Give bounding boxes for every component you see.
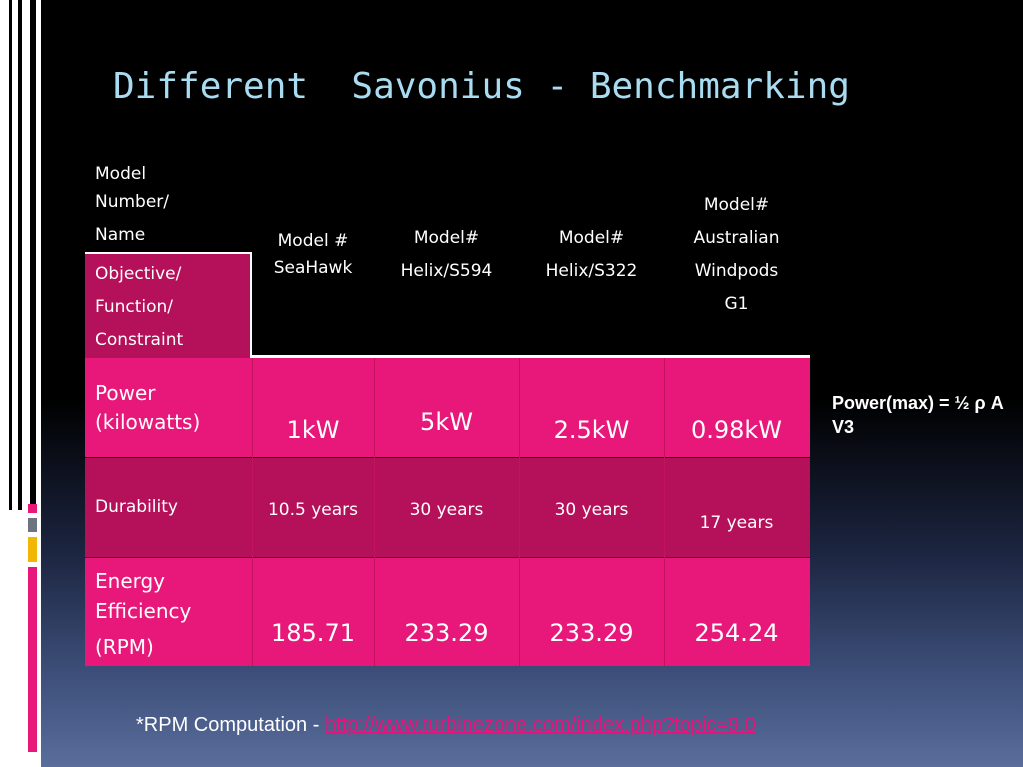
- row-label-line: (kilowatts): [95, 410, 201, 434]
- row-label-durability: Durability: [95, 497, 178, 517]
- column-header-windpods-g1: Model# Australian Windpods G1: [665, 189, 808, 321]
- corner-header-line: Model: [95, 164, 147, 184]
- decor-stripe: [18, 0, 22, 510]
- decor-stripe: [30, 0, 36, 510]
- column-header-helix-s322: Model# Helix/S322: [520, 222, 663, 288]
- column-header-line: Helix/S322: [545, 261, 638, 281]
- column-header-line: Australian: [693, 228, 780, 248]
- left-decor-strip: [0, 0, 41, 767]
- page-title: Different Savonius - Benchmarking: [113, 66, 850, 107]
- table-cell: 17 years: [699, 513, 774, 533]
- table-cell: 233.29: [549, 619, 634, 647]
- column-header-line: Model#: [413, 228, 480, 248]
- column-header-line: Model #: [277, 231, 349, 251]
- table-cell: 254.24: [694, 619, 779, 647]
- decor-accent-red: [28, 504, 37, 513]
- table-cell: 0.98kW: [690, 416, 783, 444]
- table-cell: 185.71: [271, 619, 355, 647]
- row-label-line: Energy: [95, 569, 166, 593]
- row-label-line: (RPM): [95, 635, 154, 659]
- table-cell: 10.5 years: [267, 500, 359, 520]
- row-label-power: Power (kilowatts): [95, 379, 245, 437]
- column-divider: [519, 358, 520, 666]
- row-label-energy-efficiency: Energy Efficiency (RPM): [95, 566, 245, 662]
- column-header-seahawk: Model # SeaHawk: [253, 228, 373, 282]
- corner-header-line: Name: [95, 225, 146, 245]
- table-cell: 5kW: [420, 408, 473, 436]
- decor-accent-gray: [28, 518, 37, 532]
- corner-row-label-line: Constraint: [95, 330, 184, 350]
- table-row: [85, 558, 810, 666]
- table-cell: 30 years: [554, 500, 629, 520]
- column-divider: [252, 358, 253, 666]
- table-row: [85, 458, 810, 557]
- table-cell: 30 years: [409, 500, 484, 520]
- table-row: [85, 358, 810, 457]
- column-header-line: Model#: [703, 195, 770, 215]
- column-divider: [374, 358, 375, 666]
- row-label-line: Power: [95, 381, 156, 405]
- column-header-line: G1: [724, 294, 749, 314]
- decor-stripe: [9, 0, 12, 510]
- table-cell: 2.5kW: [553, 416, 630, 444]
- row-label-line: Efficiency: [95, 599, 192, 623]
- decor-accent-yellow: [28, 537, 37, 562]
- corner-row-label: Objective/ Function/ Constraint: [85, 252, 252, 358]
- column-header-line: Windpods: [694, 261, 779, 281]
- column-header-line: Model#: [558, 228, 625, 248]
- corner-header: Model Number/ Name: [95, 160, 245, 255]
- power-formula-note: Power(max) = ½ ρ A V3: [832, 393, 1004, 437]
- footer-prefix: *RPM Computation -: [136, 714, 325, 736]
- corner-header-line: Number/: [95, 192, 170, 212]
- footer-note: *RPM Computation - http://www.turbinezon…: [136, 714, 756, 737]
- column-header-line: Helix/S594: [400, 261, 493, 281]
- table-divider: [252, 355, 810, 358]
- column-header-helix-s594: Model# Helix/S594: [375, 222, 518, 288]
- table-cell: 1kW: [286, 416, 340, 444]
- decor-accent-pink: [28, 567, 37, 752]
- table-cell: 233.29: [404, 619, 489, 647]
- column-divider: [664, 358, 665, 666]
- footer-link[interactable]: http://www.turbinezone.com/index.php?top…: [324, 714, 756, 736]
- corner-row-label-line: Objective/: [95, 264, 182, 284]
- corner-row-label-line: Function/: [95, 297, 174, 317]
- column-header-line: SeaHawk: [273, 258, 353, 278]
